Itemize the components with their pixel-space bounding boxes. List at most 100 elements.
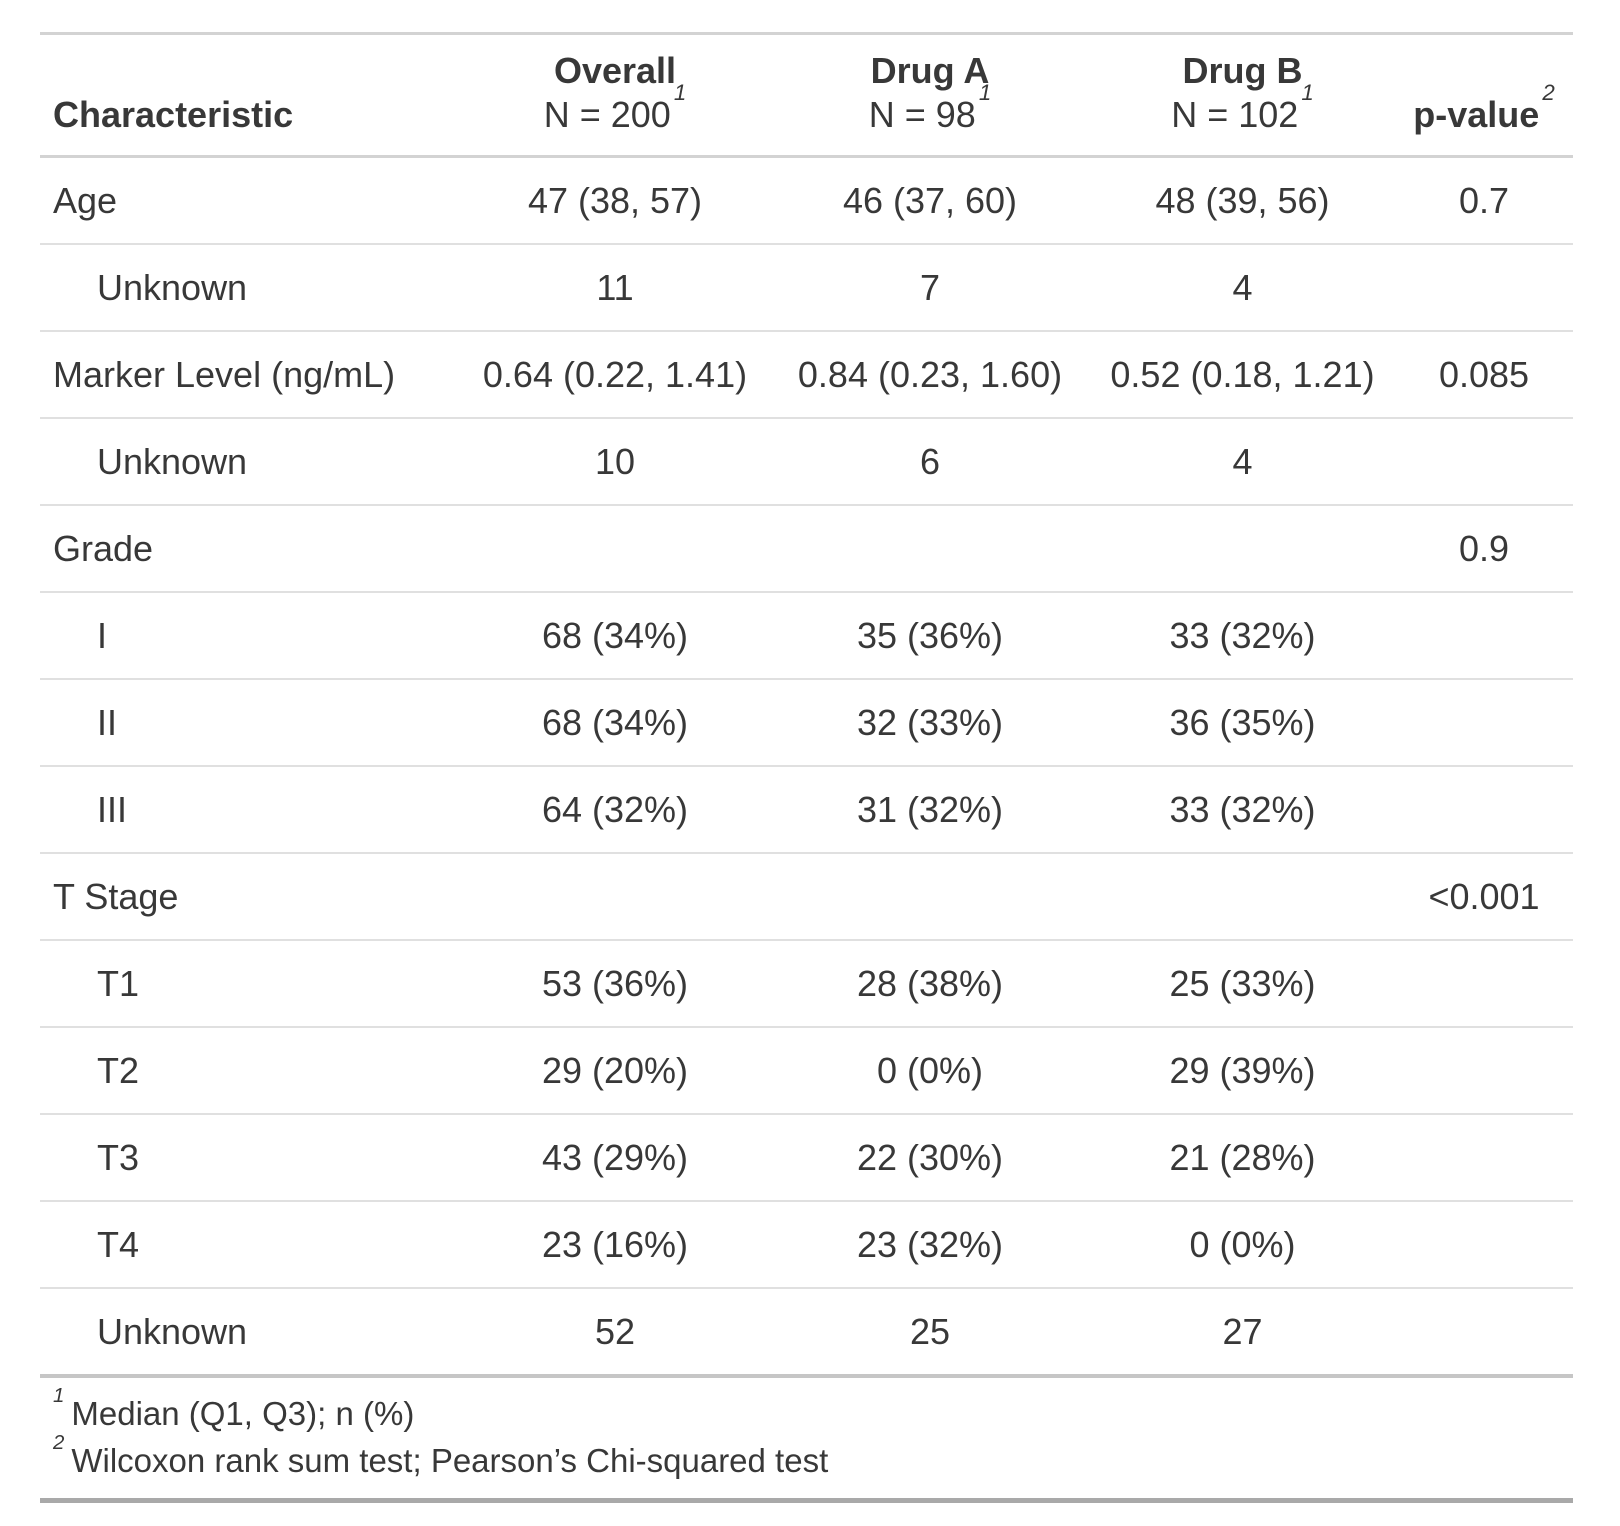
table-row: Grade 0.9	[40, 505, 1573, 592]
cell-drug-a: 46 (37, 60)	[842, 180, 1018, 221]
column-header-n: N = 2001	[543, 79, 687, 135]
cell-overall: 53 (36%)	[541, 963, 689, 1004]
summary-table: Characteristic Overall N = 2001 Drug A N…	[40, 32, 1573, 1503]
cell-overall: 23 (16%)	[541, 1224, 689, 1265]
cell-p-value	[1395, 940, 1573, 1027]
cell-drug-a: 23 (32%)	[856, 1224, 1004, 1265]
column-header-characteristic: Characteristic	[40, 33, 460, 158]
cell-drug-b: 48 (39, 56)	[1155, 180, 1330, 221]
table-row: T4 23 (16%) 23 (32%) 0 (0%)	[40, 1201, 1573, 1288]
cell-drug-a: 6	[919, 441, 941, 482]
cell-overall: 68 (34%)	[541, 702, 689, 743]
table-row: Unknown 52 25 27	[40, 1288, 1573, 1376]
column-header-p-value: p-value2	[1395, 33, 1573, 158]
cell-drug-b: 21 (28%)	[1169, 1137, 1316, 1178]
cell-drug-a: 7	[919, 267, 941, 308]
column-header-label: Characteristic	[53, 94, 294, 135]
cell-drug-a: 35 (36%)	[856, 615, 1004, 656]
cell-drug-b: 33 (32%)	[1169, 615, 1316, 656]
cell-p-value	[1395, 1288, 1573, 1376]
row-label: T1	[97, 963, 140, 1004]
cell-p-value: 0.085	[1438, 354, 1530, 395]
table-row: Marker Level (ng/mL) 0.64 (0.22, 1.41) 0.8…	[40, 331, 1573, 418]
cell-overall: 10	[594, 441, 636, 482]
header-row: Characteristic Overall N = 2001 Drug A N…	[40, 33, 1573, 158]
cell-p-value: 0.7	[1458, 180, 1510, 221]
column-header-n: N = 1021	[1171, 79, 1314, 135]
row-label: III	[97, 789, 128, 830]
table-row: Unknown 10 6 4	[40, 418, 1573, 505]
cell-p-value: 0.9	[1458, 528, 1510, 569]
cell-drug-a	[770, 853, 1090, 940]
footnote-text: Wilcoxon rank sum test; Pearson’s Chi-sq…	[71, 1442, 829, 1479]
cell-p-value	[1395, 679, 1573, 766]
cell-drug-b: 27	[1222, 1311, 1263, 1352]
footnote-2: 2 Wilcoxon rank sum test; Pearson’s Chi-s…	[53, 1432, 1560, 1484]
cell-overall: 29 (20%)	[541, 1050, 689, 1091]
cell-drug-a: 25	[909, 1311, 951, 1352]
cell-p-value	[1395, 1114, 1573, 1201]
cell-drug-b: 0.52 (0.18, 1.21)	[1110, 354, 1375, 395]
cell-drug-a: 32 (33%)	[856, 702, 1004, 743]
cell-p-value	[1395, 592, 1573, 679]
row-label: Grade	[53, 528, 154, 569]
table-row: I 68 (34%) 35 (36%) 33 (32%)	[40, 592, 1573, 679]
column-header-drug-b: Drug B N = 1021	[1090, 33, 1395, 158]
cell-p-value: <0.001	[1428, 876, 1540, 917]
cell-p-value	[1395, 244, 1573, 331]
row-label: II	[97, 702, 118, 743]
column-header-label: Drug B	[1182, 50, 1303, 91]
row-label: T Stage	[53, 876, 179, 917]
cell-drug-b: 36 (35%)	[1169, 702, 1316, 743]
cell-drug-a: 31 (32%)	[856, 789, 1004, 830]
cell-drug-b	[1090, 505, 1395, 592]
table-row: II 68 (34%) 32 (33%) 36 (35%)	[40, 679, 1573, 766]
row-label: T4	[97, 1224, 140, 1265]
row-label: Unknown	[97, 267, 248, 308]
cell-drug-b	[1090, 853, 1395, 940]
cell-overall: 47 (38, 57)	[527, 180, 703, 221]
cell-overall: 43 (29%)	[541, 1137, 689, 1178]
table-row: Unknown 11 7 4	[40, 244, 1573, 331]
column-header-drug-a: Drug A N = 981	[770, 33, 1090, 158]
table-row: T1 53 (36%) 28 (38%) 25 (33%)	[40, 940, 1573, 1027]
column-header-label: Overall	[553, 50, 677, 91]
footnote-marker: 1	[978, 79, 992, 105]
footnote-text: Median (Q1, Q3); n (%)	[71, 1395, 415, 1432]
cell-drug-b: 33 (32%)	[1169, 789, 1316, 830]
cell-overall: 11	[596, 267, 634, 308]
cell-drug-b: 4	[1232, 441, 1253, 482]
row-label: T3	[97, 1137, 140, 1178]
row-label: Age	[53, 180, 118, 221]
row-label: Unknown	[97, 441, 248, 482]
cell-drug-b: 29 (39%)	[1169, 1050, 1316, 1091]
column-header-n: N = 981	[868, 79, 992, 135]
cell-drug-a: 0.84 (0.23, 1.60)	[797, 354, 1063, 395]
footnote-1: 1 Median (Q1, Q3); n (%)	[53, 1385, 1560, 1437]
footnote-marker: 1	[53, 1383, 65, 1407]
row-label: Unknown	[97, 1311, 248, 1352]
cell-p-value	[1395, 418, 1573, 505]
cell-p-value	[1395, 1201, 1573, 1288]
cell-p-value	[1395, 766, 1573, 853]
table-row: T3 43 (29%) 22 (30%) 21 (28%)	[40, 1114, 1573, 1201]
table-row: III 64 (32%) 31 (32%) 33 (32%)	[40, 766, 1573, 853]
cell-drug-a: 22 (30%)	[856, 1137, 1004, 1178]
table-row: T Stage <0.001	[40, 853, 1573, 940]
footnote-marker: 1	[1301, 79, 1314, 105]
column-header-label: p-value	[1413, 94, 1540, 135]
cell-drug-b: 0 (0%)	[1189, 1224, 1296, 1265]
cell-drug-a	[770, 505, 1090, 592]
footnote-marker: 2	[53, 1430, 65, 1454]
table-body: Age 47 (38, 57) 46 (37, 60) 48 (39, 56) 0.7 U…	[40, 157, 1573, 1377]
cell-overall	[460, 853, 770, 940]
cell-overall: 52	[594, 1311, 636, 1352]
cell-drug-b: 25 (33%)	[1169, 963, 1316, 1004]
cell-overall: 64 (32%)	[541, 789, 689, 830]
cell-p-value	[1395, 1027, 1573, 1114]
row-label: Marker Level (ng/mL)	[53, 354, 396, 395]
row-label: T2	[97, 1050, 140, 1091]
table-row: T2 29 (20%) 0 (0%) 29 (39%)	[40, 1027, 1573, 1114]
footnote-section: 1 Median (Q1, Q3); n (%) 2 Wilcoxon rank s…	[40, 1374, 1573, 1501]
